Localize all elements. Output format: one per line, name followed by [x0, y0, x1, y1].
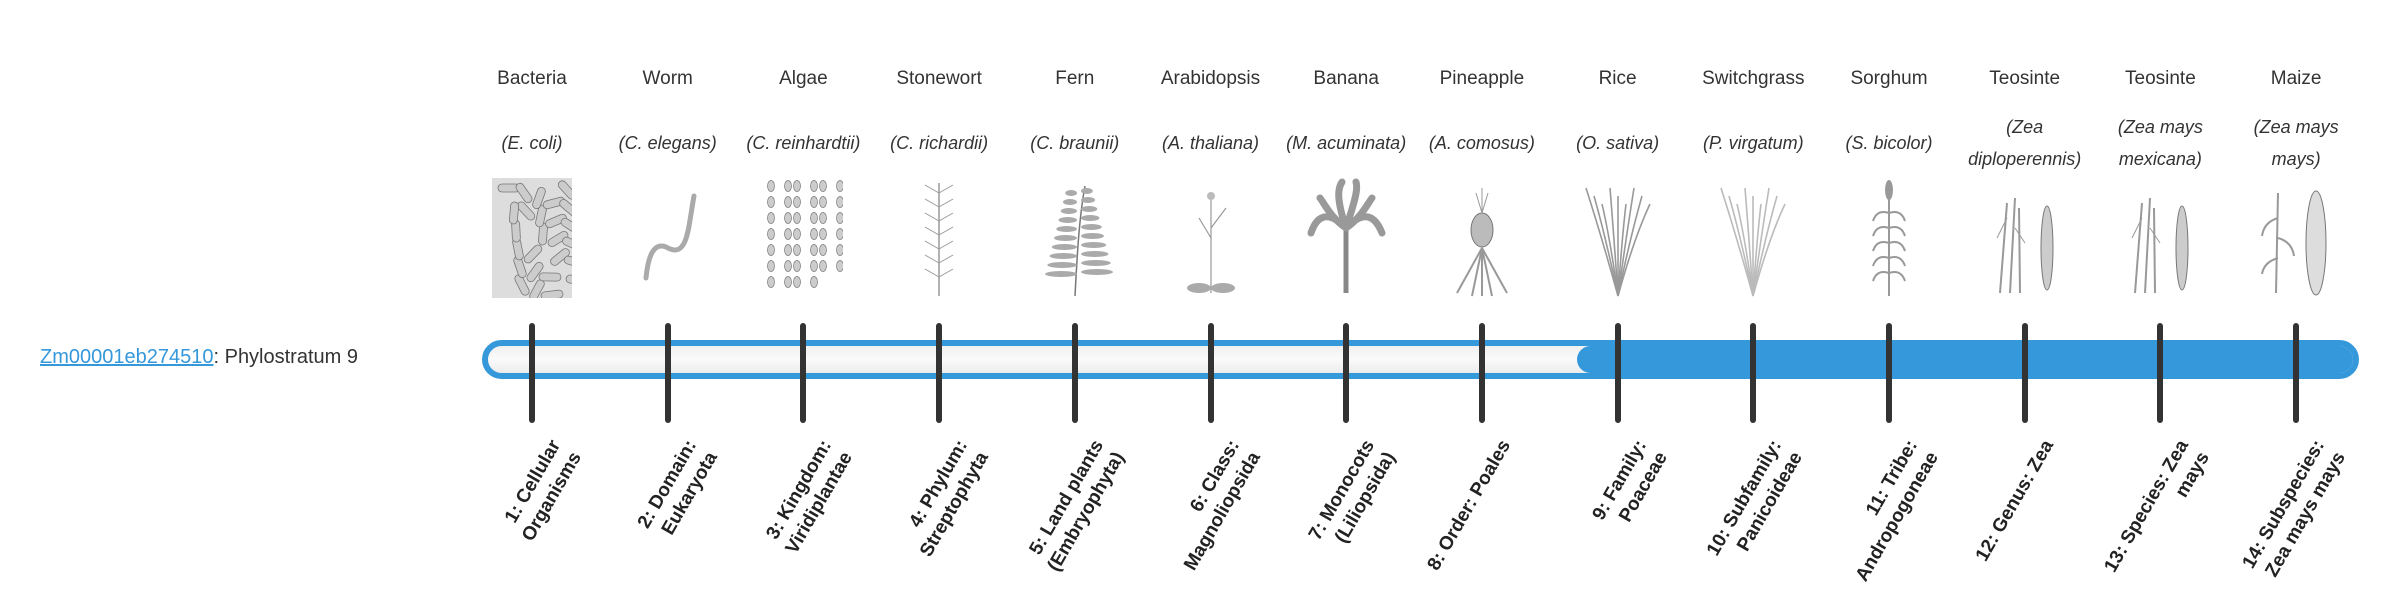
- bacteria-icon: [492, 178, 572, 298]
- arabidopsis-icon: [1186, 192, 1235, 293]
- scientific-name-text: (C. richardii): [890, 133, 989, 153]
- scientific-name-text: (Zea mays mays): [2253, 117, 2339, 169]
- rice-icon: [1584, 187, 1651, 297]
- organism-scientific-name: (O. sativa): [1552, 110, 1684, 176]
- organism-common-name: Maize: [2270, 68, 2322, 89]
- scientific-name-text: (O. sativa): [1576, 133, 1660, 153]
- stratum-rank-label: 7: Monocots (Liliopsida): [1305, 436, 1401, 547]
- organism-scientific-name: (A. comosus): [1416, 110, 1548, 176]
- organism-scientific-name: (E. coli): [466, 110, 598, 176]
- scientific-name-text: (C. braunii): [1030, 133, 1120, 153]
- organism-common-name: Sorghum: [1850, 68, 1928, 89]
- stratum-rank-label: 13: Species: Zea mays: [2100, 436, 2215, 576]
- organism-common-name: Fern: [1055, 68, 1095, 89]
- organism-common-name: Stonewort: [896, 68, 982, 89]
- stratum-tick: [1478, 323, 1485, 423]
- scientific-name-text: (A. comosus): [1428, 133, 1535, 153]
- stratum-tick: [1750, 323, 1757, 423]
- stratum-tick: [1071, 323, 1078, 423]
- stratum-tick: [1207, 323, 1214, 423]
- organism-scientific-name: (A. thaliana): [1145, 110, 1277, 176]
- scientific-name-text: (E. coli): [501, 133, 563, 153]
- organism-scientific-name: (C. braunii): [1009, 110, 1141, 176]
- stratum-rank-label: 1: Cellular Organisms: [500, 436, 586, 545]
- organism-scientific-name: (P. virgatum): [1687, 110, 1819, 176]
- banana-icon: [1307, 178, 1386, 293]
- organism-common-name: Algae: [779, 68, 828, 89]
- organism-scientific-name: (C. reinhardtii): [737, 110, 869, 176]
- scientific-name-text: (M. acuminata): [1286, 133, 1407, 153]
- worm-icon: [643, 193, 697, 281]
- organism-scientific-name: (Zea mays mays): [2230, 110, 2362, 176]
- scientific-name-text: (Zea mays mexicana): [2117, 117, 2203, 169]
- gene-id-link[interactable]: Zm00001eb274510: [40, 346, 214, 368]
- stratum-rank-label: 2: Domain: Eukaryota: [633, 436, 722, 539]
- stratum-rank-label: 4: Phylum: Streptophyta: [905, 436, 993, 561]
- scientific-name-text: (C. elegans): [618, 133, 717, 153]
- stratum-tick: [2157, 323, 2164, 423]
- organism-scientific-name: (M. acuminata): [1280, 110, 1412, 176]
- scientific-name-text: (C. reinhardtii): [746, 133, 861, 153]
- stonewort-icon: [924, 183, 954, 296]
- teosinte-icon: [1996, 197, 2054, 294]
- stratum-rank-label: 3: Kingdom: Viridiplantae: [762, 436, 858, 558]
- stratum-tick: [1343, 323, 1350, 423]
- maize-icon: [2261, 190, 2327, 296]
- scientific-name-text: (A. thaliana): [1161, 133, 1260, 153]
- algae-icon: [767, 180, 844, 288]
- organism-common-name: Rice: [1598, 68, 1637, 89]
- organism-common-name: Worm: [642, 68, 693, 89]
- organism-scientific-name: (C. richardii): [873, 110, 1005, 176]
- scientific-name-text: (Zea diploperennis): [1968, 117, 2082, 169]
- stratum-tick: [2021, 323, 2028, 423]
- phylostratum-text: : Phylostratum 9: [213, 346, 358, 368]
- scientific-name-text: (P. virgatum): [1702, 133, 1804, 153]
- organism-common-name: Bacteria: [497, 68, 567, 89]
- organism-common-name: Arabidopsis: [1160, 68, 1261, 89]
- organism-common-name: Teosinte: [2125, 68, 2196, 89]
- phylostratum-fill: [1576, 346, 2353, 373]
- phylostratum-bar: [482, 340, 2359, 379]
- stratum-rank-label: 6: Class: Magnoliopsida: [1179, 436, 1265, 575]
- stratum-tick: [936, 323, 943, 423]
- organism-common-name: Banana: [1313, 68, 1379, 89]
- scientific-name-text: (S. bicolor): [1845, 133, 1933, 153]
- sorghum-icon: [1872, 180, 1906, 296]
- pineapple-icon: [1456, 188, 1508, 297]
- stratum-tick: [2293, 323, 2300, 423]
- stratum-tick: [529, 323, 535, 423]
- stratum-rank-label: 10: Subfamily: Panicoideae: [1703, 436, 1808, 560]
- teosinte-icon: [2131, 197, 2189, 294]
- fern-icon: [1044, 185, 1113, 297]
- organism-common-name: Switchgrass: [1702, 68, 1805, 89]
- organism-scientific-name: (C. elegans): [602, 110, 734, 176]
- stratum-tick: [664, 323, 671, 423]
- organism-scientific-name: (S. bicolor): [1823, 110, 1955, 176]
- stratum-rank-label: 8: Order: Poales: [1423, 436, 1515, 575]
- organism-common-name: Teosinte: [1989, 68, 2061, 89]
- stratum-rank-label: 12: Genus: Zea: [1971, 436, 2058, 565]
- stratum-rank-label: 14: Subspecies: Zea mays mays: [2238, 436, 2350, 581]
- stratum-tick: [1886, 323, 1892, 423]
- stratum-tick: [1614, 323, 1621, 423]
- stratum-tick: [800, 323, 807, 423]
- stratum-rank-label: 11: Tribe: Andropogoneae: [1851, 436, 1943, 586]
- stratum-rank-label: 9: Family: Poaceae: [1588, 436, 1672, 526]
- organism-common-name: Pineapple: [1439, 68, 1525, 89]
- gene-label: Zm00001eb274510: Phylostratum 9: [40, 346, 358, 369]
- switchgrass-icon: [1720, 187, 1787, 297]
- organism-scientific-name: (Zea diploperennis): [1959, 110, 2091, 176]
- organism-scientific-name: (Zea mays mexicana): [2094, 110, 2226, 176]
- stratum-rank-label: 5: Land plants (Embryophyta): [1025, 436, 1129, 576]
